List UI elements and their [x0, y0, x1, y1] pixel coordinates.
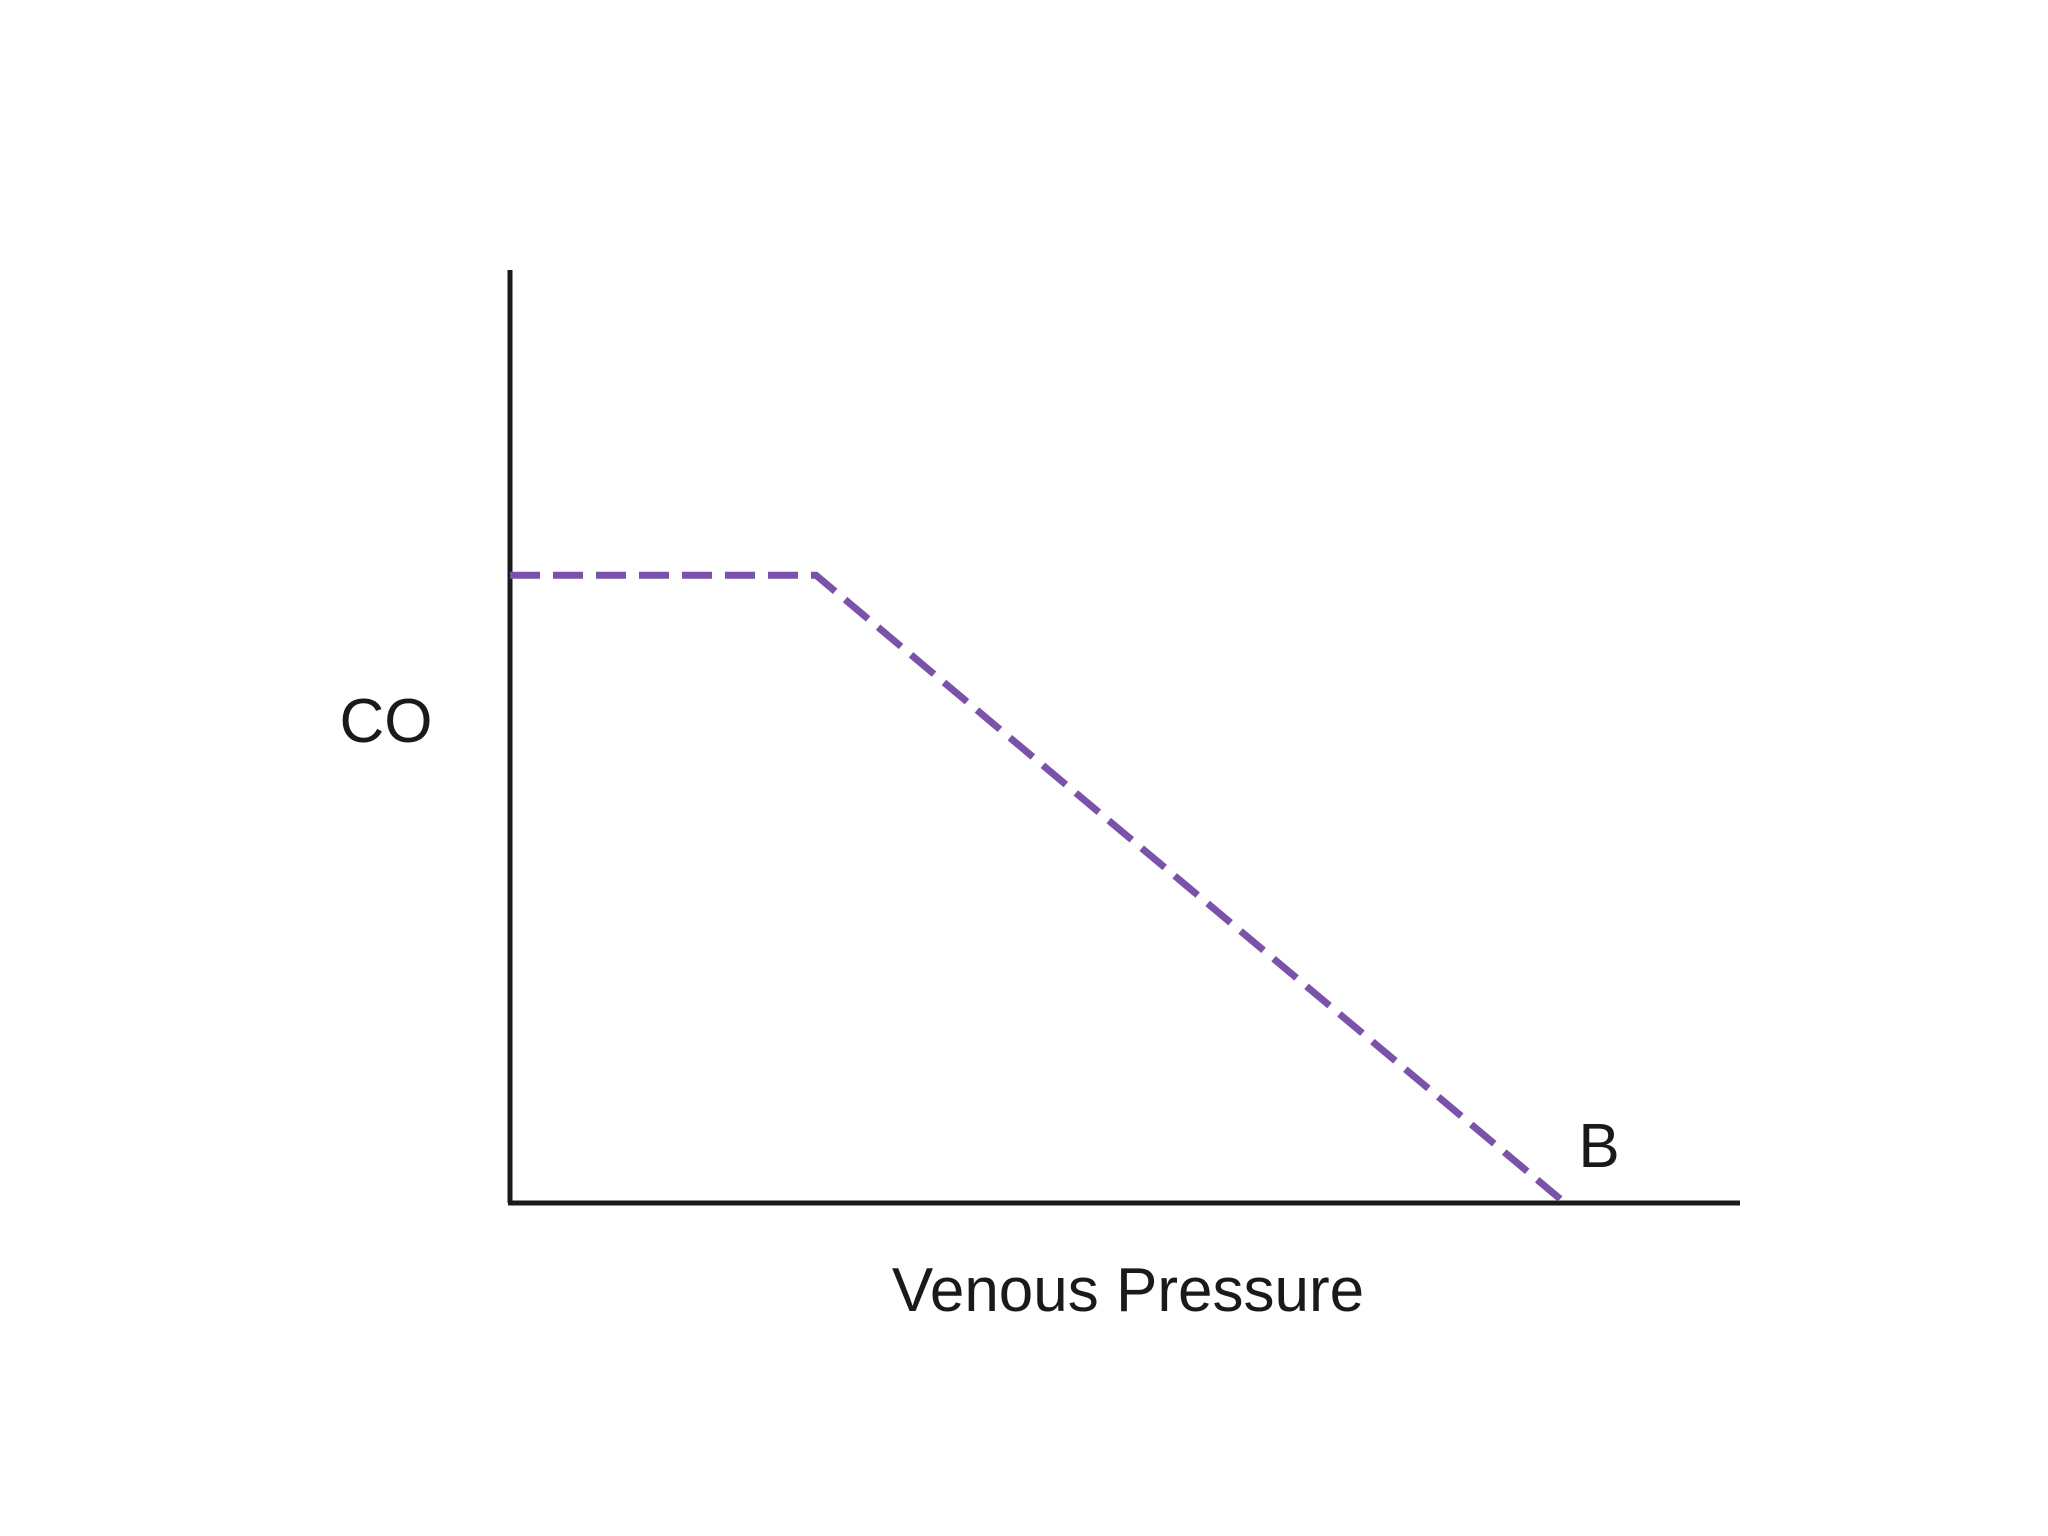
annotation-label-b: B — [1578, 1112, 1619, 1181]
series-line-0 — [510, 571, 1568, 1206]
x-axis-label: Venous Pressure — [892, 1256, 1364, 1325]
series-layer — [510, 571, 1568, 1206]
y-axis-label: CO — [340, 687, 433, 756]
